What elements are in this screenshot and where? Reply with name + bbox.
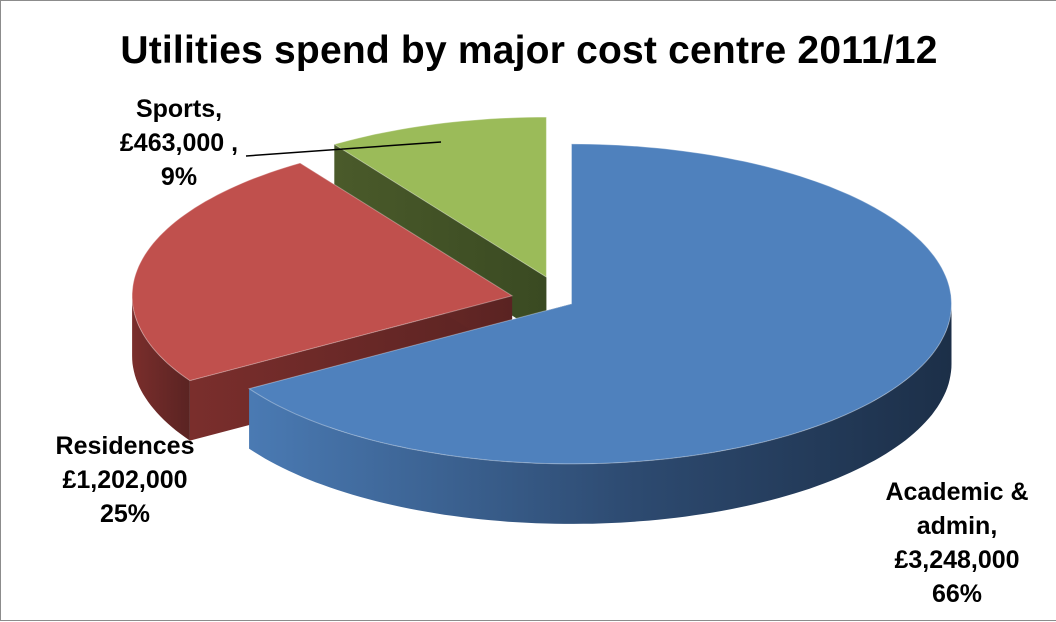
slice-percent: 9%: [89, 160, 269, 194]
slice-label-academic: Academic & admin, £3,248,000 66%: [867, 475, 1047, 611]
slice-name-line-2: admin,: [867, 509, 1047, 543]
slice-label-sports: Sports, £463,000 , 9%: [89, 92, 269, 194]
slice-percent: 66%: [867, 577, 1047, 611]
slice-name-line-1: Academic &: [867, 475, 1047, 509]
slice-amount: £1,202,000: [35, 463, 215, 497]
slice-name: Residences: [35, 429, 215, 463]
slice-amount: £3,248,000: [867, 543, 1047, 577]
slice-name: Sports,: [89, 92, 269, 126]
slice-amount: £463,000 ,: [89, 126, 269, 160]
slice-label-residences: Residences £1,202,000 25%: [35, 429, 215, 531]
slice-percent: 25%: [35, 497, 215, 531]
